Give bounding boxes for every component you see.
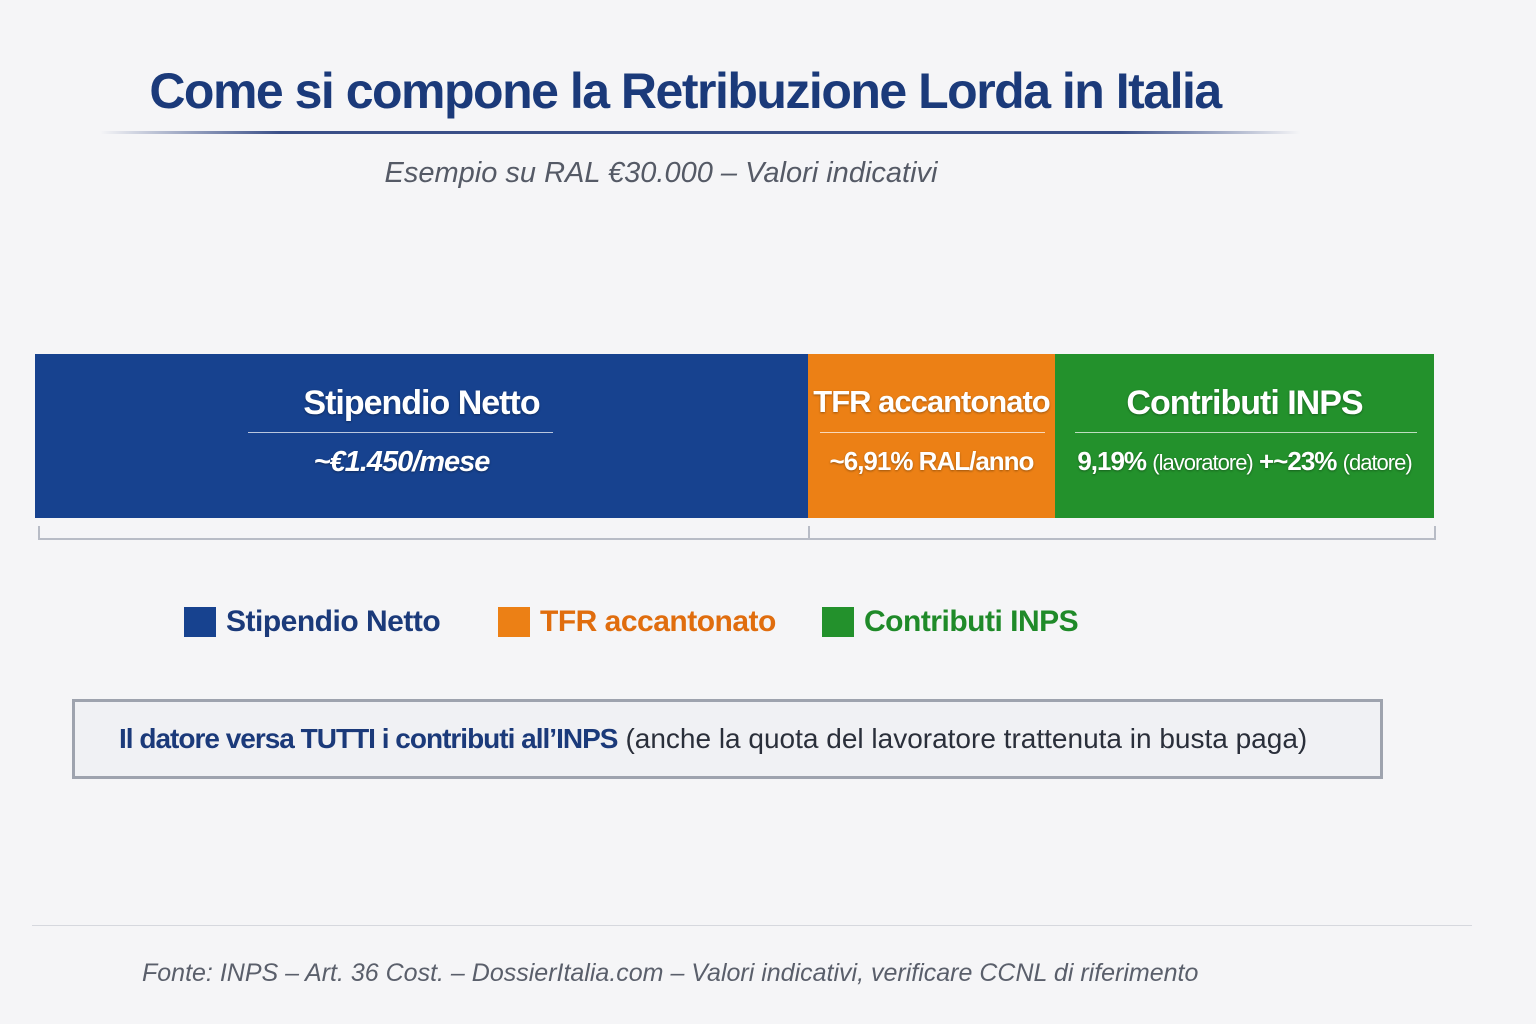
legend-swatch xyxy=(822,607,854,637)
title: Come si compone la Retribuzione Lorda in… xyxy=(149,63,1222,119)
note-text: (anche la quota del lavoratore trattenut… xyxy=(625,723,1308,754)
legend-label: TFR accantonato xyxy=(540,605,776,638)
subtitle: Esempio su RAL €30.000 – Valori indicati… xyxy=(384,157,938,189)
segment-value: ~6,91% RAL/anno xyxy=(829,446,1035,476)
divider xyxy=(820,432,1045,433)
divider xyxy=(1075,432,1417,433)
legend-label: Stipendio Netto xyxy=(226,605,441,638)
value-part: (datore) xyxy=(1342,450,1413,475)
bracket xyxy=(38,526,1436,540)
legend-item: Stipendio Netto xyxy=(184,604,441,640)
value-part: +~23% xyxy=(1259,446,1337,476)
legend-swatch xyxy=(498,607,530,637)
value-part: 9,19% xyxy=(1077,446,1147,476)
title-rule xyxy=(100,131,1300,134)
footer-rule xyxy=(32,925,1472,926)
legend-swatch xyxy=(184,607,216,637)
divider xyxy=(248,432,553,433)
value-part: (lavoratore) xyxy=(1152,450,1253,475)
segment-value: 9,19% (lavoratore) +~23% (datore) xyxy=(1055,446,1434,477)
segment-label: TFR accantonato xyxy=(813,384,1050,419)
segment-value: ~€1.450/mese xyxy=(313,446,491,478)
legend-item: TFR accantonato xyxy=(498,604,776,640)
bracket xyxy=(808,526,810,538)
segment-label: Stipendio Netto xyxy=(303,384,540,422)
segment-label: Contributi INPS xyxy=(1126,384,1363,422)
segment: Stipendio Netto ~€1.450/mese xyxy=(35,354,808,518)
segment: TFR accantonato ~6,91% RAL/anno xyxy=(808,354,1055,518)
note-box: Il datore versa TUTTI i contributi all’I… xyxy=(72,699,1383,779)
legend-item: Contributi INPS xyxy=(822,604,1079,640)
segment: Contributi INPS 9,19% (lavoratore) +~23%… xyxy=(1055,354,1434,518)
footer: Fonte: INPS – Art. 36 Cost. – DossierIta… xyxy=(142,959,1199,987)
legend-label: Contributi INPS xyxy=(864,605,1079,638)
note-bold: Il datore versa TUTTI i contributi all’I… xyxy=(119,723,618,754)
